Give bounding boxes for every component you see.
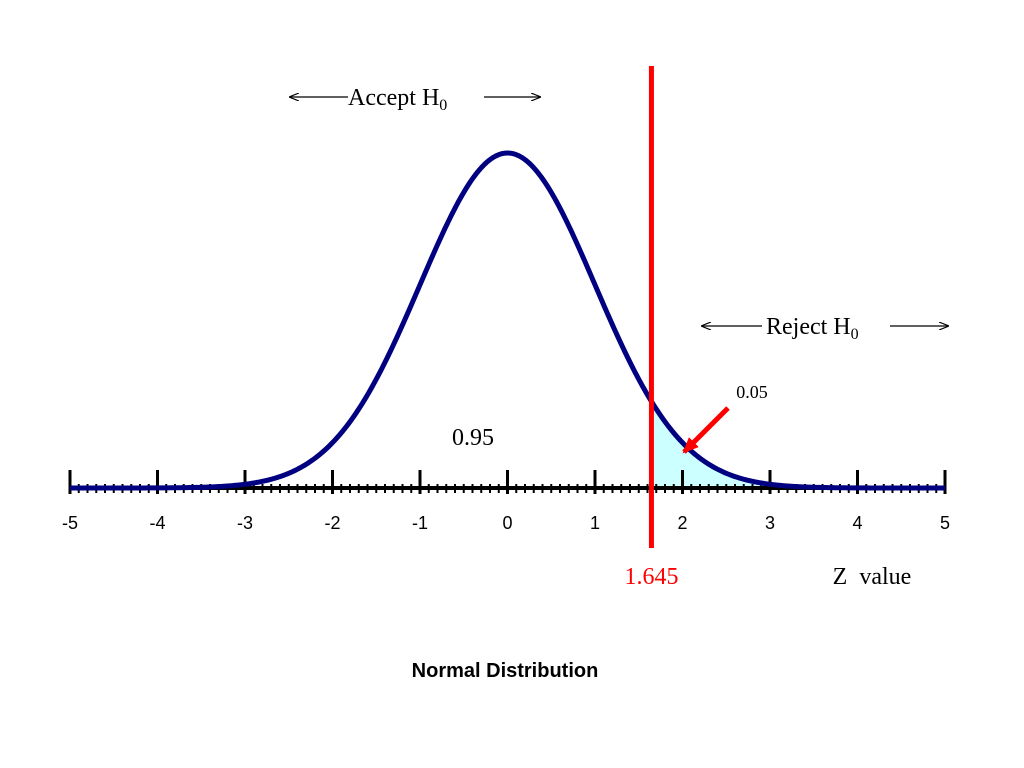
normal-curve xyxy=(69,150,946,491)
reject-h0-annotation: Reject H0 xyxy=(702,314,948,343)
rejection-area-label: 0.05 xyxy=(736,382,768,402)
x-axis-tick-label: 3 xyxy=(765,513,775,533)
x-axis-tick-label: 5 xyxy=(940,513,950,533)
x-axis-tick-labels: -5 -4 -3 -2 -1 0 1 2 3 4 5 xyxy=(62,513,950,533)
chart-title: Normal Distribution xyxy=(412,660,599,682)
x-axis-tick-label: -4 xyxy=(149,513,165,533)
x-axis-tick-label: -3 xyxy=(237,513,253,533)
reject-h0-label: Reject H0 xyxy=(766,314,859,343)
x-axis-tick-label: 1 xyxy=(590,513,600,533)
critical-value-label: 1.645 xyxy=(624,564,678,590)
x-axis: -5 -4 -3 -2 -1 0 1 2 3 4 5 xyxy=(62,470,950,533)
x-axis-tick-label: -5 xyxy=(62,513,78,533)
accept-h0-annotation: Accept H0 xyxy=(290,85,540,114)
x-axis-tick-label: -2 xyxy=(324,513,340,533)
x-axis-tick-label: 0 xyxy=(502,513,512,533)
acceptance-area-label: 0.95 xyxy=(452,425,494,451)
x-axis-tick-label: -1 xyxy=(412,513,428,533)
x-axis-tick-label: 2 xyxy=(677,513,687,533)
rejection-area xyxy=(651,401,945,488)
x-axis-tick-label: 4 xyxy=(852,513,862,533)
accept-h0-label: Accept H0 xyxy=(348,85,447,114)
rejection-area-pointer-arrow xyxy=(682,406,730,454)
x-axis-label: Z value xyxy=(833,564,912,590)
